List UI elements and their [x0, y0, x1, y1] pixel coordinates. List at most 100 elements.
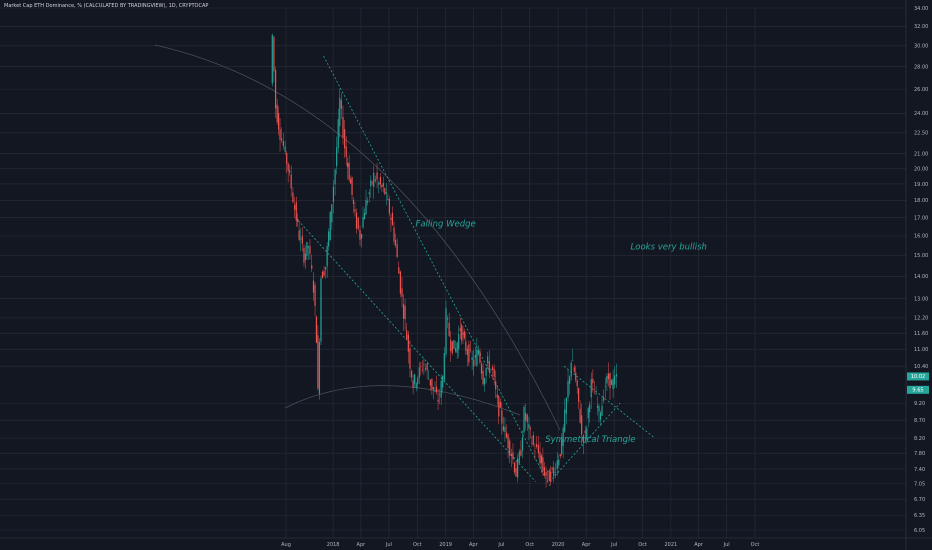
candle-body — [548, 470, 550, 481]
candle-body — [510, 453, 512, 457]
y-tick-label: 6.70 — [914, 497, 925, 503]
candle-body — [459, 328, 461, 331]
candle-body — [542, 457, 544, 471]
candle-body — [365, 199, 367, 215]
candle-body — [406, 330, 408, 340]
price-tag — [907, 385, 929, 394]
x-tick-label: Oct — [413, 542, 422, 548]
candle-body — [329, 211, 331, 241]
candle-body — [349, 179, 352, 184]
y-tick-label: 8.20 — [914, 436, 925, 442]
candle-body — [292, 192, 294, 203]
candle-body — [354, 209, 356, 212]
candle-body — [554, 472, 557, 473]
trend-line — [295, 217, 536, 482]
y-tick-label: 26.00 — [914, 87, 928, 93]
candle-body — [567, 380, 569, 398]
candle-body — [498, 396, 500, 417]
candle-body — [493, 368, 495, 377]
candle-body — [476, 349, 478, 366]
candle-body — [501, 410, 503, 424]
candle-body — [592, 378, 594, 384]
candle-body — [479, 351, 481, 363]
candle-body — [499, 401, 501, 408]
arc-bottom — [284, 385, 521, 416]
candle-body — [415, 383, 417, 388]
candle-body — [582, 435, 584, 443]
candle-body — [496, 394, 498, 398]
candle-body — [298, 230, 300, 240]
chart-annotation: Looks very bullish — [631, 242, 707, 252]
candle-body — [461, 324, 463, 341]
x-tick-label: Jul — [385, 542, 392, 548]
candle-body — [482, 370, 484, 385]
candle-body — [599, 412, 602, 420]
candle-body — [387, 199, 389, 200]
candle-body — [326, 246, 328, 267]
candle-body — [332, 186, 335, 203]
candle-body — [314, 284, 316, 307]
candle-body — [515, 468, 517, 477]
candle-body — [348, 162, 350, 180]
trend-line — [549, 402, 621, 482]
candle-body — [570, 362, 572, 377]
candle-body — [418, 367, 420, 378]
candle-body — [480, 364, 483, 374]
candle-body — [439, 393, 441, 395]
candle-body — [275, 70, 277, 109]
candle-body — [509, 440, 511, 456]
candle-body — [450, 339, 452, 352]
candle-body — [526, 414, 528, 423]
y-tick-label: 7.80 — [914, 451, 925, 457]
candle-body — [414, 374, 416, 384]
candle-body — [307, 246, 309, 248]
candle-body — [301, 236, 303, 244]
candle-body — [385, 192, 387, 194]
candle-body — [371, 182, 373, 183]
candle-body — [318, 341, 321, 394]
candle-body — [562, 427, 564, 446]
candle-body — [344, 129, 346, 149]
candle-body — [572, 360, 574, 361]
candle-body — [442, 376, 444, 388]
candle-body — [315, 316, 318, 343]
candle-body — [579, 408, 581, 423]
y-tick-label: 14.00 — [914, 274, 928, 280]
candle-body — [547, 470, 549, 472]
candle-body — [359, 230, 361, 240]
candle-body — [610, 380, 613, 385]
candle-body — [362, 217, 364, 228]
y-tick-label: 32.00 — [914, 24, 928, 30]
x-tick-label: Jul — [497, 542, 504, 548]
x-tick-label: 2019 — [439, 542, 452, 548]
y-tick-label: 21.00 — [914, 151, 928, 157]
candle-body — [578, 387, 580, 402]
candle-body — [373, 172, 375, 187]
x-tick-label: Oct — [638, 542, 647, 548]
candle-body — [347, 162, 349, 168]
candle-body — [603, 397, 605, 401]
candle-body — [271, 35, 273, 84]
candle-body — [342, 117, 344, 138]
candle-body — [434, 390, 436, 392]
candle-body — [401, 288, 403, 297]
candle-body — [328, 231, 330, 247]
candle-body — [604, 386, 606, 387]
candle-body — [381, 185, 383, 187]
candle-body — [474, 354, 476, 359]
y-tick-label: 15.00 — [914, 253, 928, 259]
candle-body — [394, 240, 397, 246]
candle-body — [443, 353, 445, 380]
candle-body — [303, 248, 305, 263]
candle-body — [589, 404, 591, 413]
x-tick-label: 2018 — [327, 542, 340, 548]
candle-body — [484, 378, 486, 385]
candle-body — [331, 204, 333, 223]
candle-body — [281, 138, 283, 141]
candle-body — [402, 304, 405, 319]
candle-body — [306, 242, 308, 256]
candle-body — [288, 170, 291, 173]
candle-body — [593, 392, 596, 394]
candle-body — [463, 331, 465, 338]
